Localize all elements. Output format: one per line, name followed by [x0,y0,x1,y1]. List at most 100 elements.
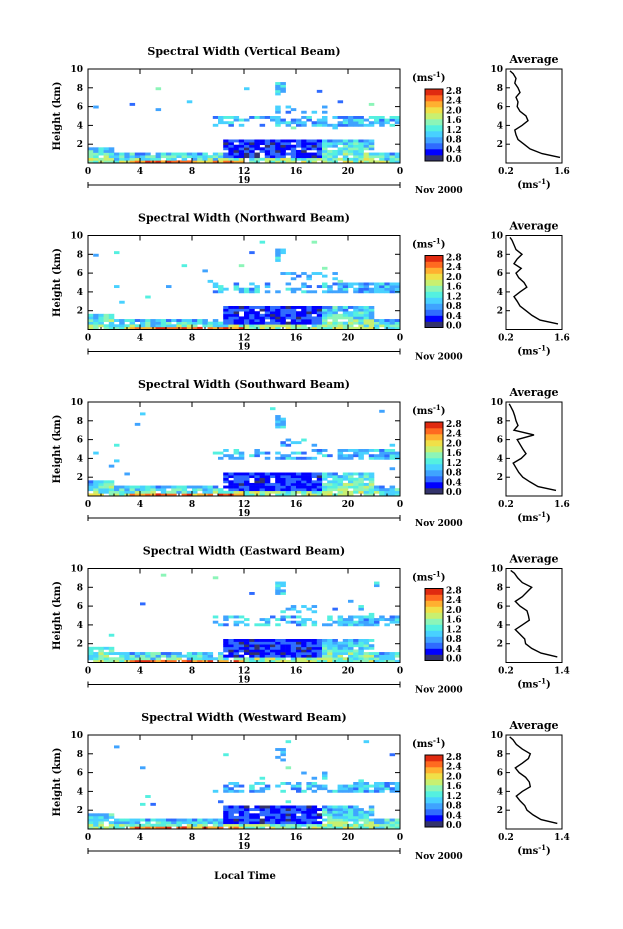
heatmap-cell [301,149,307,153]
heatmap-cell [93,155,99,159]
heatmap-cell [358,605,364,608]
heatmap-cell [322,771,328,775]
heatmap-cell [140,157,146,161]
heatmap-cell [228,319,234,322]
heatmap-cell [223,618,229,622]
heatmap-cell [98,815,104,819]
y-tick-label: 4 [77,121,83,131]
heatmap-cell [290,805,297,809]
heatmap-cell [93,324,99,328]
heatmap-cell [337,818,344,822]
heatmap-cell [296,321,302,325]
y-axis-label: Height (km) [52,415,63,484]
heatmap-cell [306,490,312,494]
heatmap-cell [270,810,276,814]
heatmap-cell [280,139,286,143]
heatmap-cell [363,810,370,814]
heatmap-cell [316,826,323,830]
heatmap-cell [155,821,162,825]
heatmap-cell [285,659,292,663]
heatmap-cell [301,771,307,775]
heatmap-cell [275,256,281,260]
heatmap-cell [384,823,390,827]
heatmap-cell [363,813,370,817]
heatmap-cell [332,155,338,159]
heatmap-cell [374,654,380,658]
colorbar: 0.00.40.81.21.62.02.42.8 [424,753,462,831]
heatmap-cell [301,485,307,489]
average-profile-line [510,569,558,658]
heatmap-cell [337,324,344,328]
heatmap-cell [322,449,328,452]
colorbar-swatch [425,654,443,661]
heatmap-cell [134,818,141,822]
heatmap-cell [259,657,266,661]
heatmap-cell [384,319,390,322]
heatmap-cell [322,652,328,655]
avg-y-tick-label: 8 [497,84,503,94]
heatmap-cell [223,649,229,653]
heatmap-cell [363,789,370,793]
panel-2: Spectral Width (Northward Beam)Height (k… [52,212,570,363]
heatmap-cell [311,810,318,814]
heatmap-cell [368,449,375,452]
colorbar-tick-label: 2.0 [446,606,462,616]
heatmap-cell [322,144,328,148]
heatmap-cell [129,157,136,161]
avg-x-tick-label: 1.6 [554,334,570,344]
heatmap-cell [155,823,162,827]
heatmap-cell [358,282,364,286]
heatmap-cell [238,654,245,658]
heatmap-cell [348,157,354,161]
heatmap-cell [249,157,255,161]
heatmap-cell [103,147,110,151]
heatmap-cell [285,123,292,127]
heatmap-cell [296,490,302,494]
heatmap-cell [311,826,318,830]
heatmap-cell [301,482,307,486]
heatmap-cell [244,485,250,489]
heatmap-cell [368,324,375,328]
heatmap-cell [348,490,354,494]
heatmap-cell [322,105,328,109]
heatmap-cell [93,326,99,330]
y-tick-label: 10 [70,65,83,75]
heatmap-cell [337,493,344,497]
heatmap-cell [238,306,245,309]
avg-x-unit: (ms-1) [517,677,550,691]
heatmap-cell [368,454,375,458]
heatmap-cell [358,121,364,125]
heatmap-cell [145,826,151,830]
heatmap-cell [363,152,370,156]
heatmap-cell [327,652,333,655]
heatmap-cell [311,480,318,484]
heatmap-cell [353,152,359,156]
heatmap-cell [358,615,364,619]
heatmap-cell [311,657,318,661]
avg-y-tick-label: 6 [497,103,503,113]
heatmap [88,240,401,330]
heatmap-cell [368,652,375,655]
heatmap-cell [368,659,375,663]
heatmap-cell [155,654,162,658]
heatmap-cell [145,657,151,661]
colorbar-swatch [425,797,443,804]
heatmap-cell [285,482,292,486]
heatmap-cell [348,313,354,317]
heatmap-cell [233,155,240,159]
heatmap-cell [254,285,260,289]
heatmap-cell [228,805,234,809]
heatmap-cell [311,644,318,648]
avg-y-tick-label: 10 [490,232,503,242]
heatmap-cell [348,121,354,125]
heatmap-cell [316,477,323,481]
heatmap-cell [259,142,266,146]
heatmap-cell [145,324,151,328]
heatmap-cell [212,160,219,164]
heatmap-cell [322,472,328,476]
heatmap-cell [296,313,302,317]
heatmap-cell [353,657,359,661]
heatmap-cell [368,808,375,812]
heatmap-cell [379,121,385,125]
heatmap-cell [223,490,229,494]
